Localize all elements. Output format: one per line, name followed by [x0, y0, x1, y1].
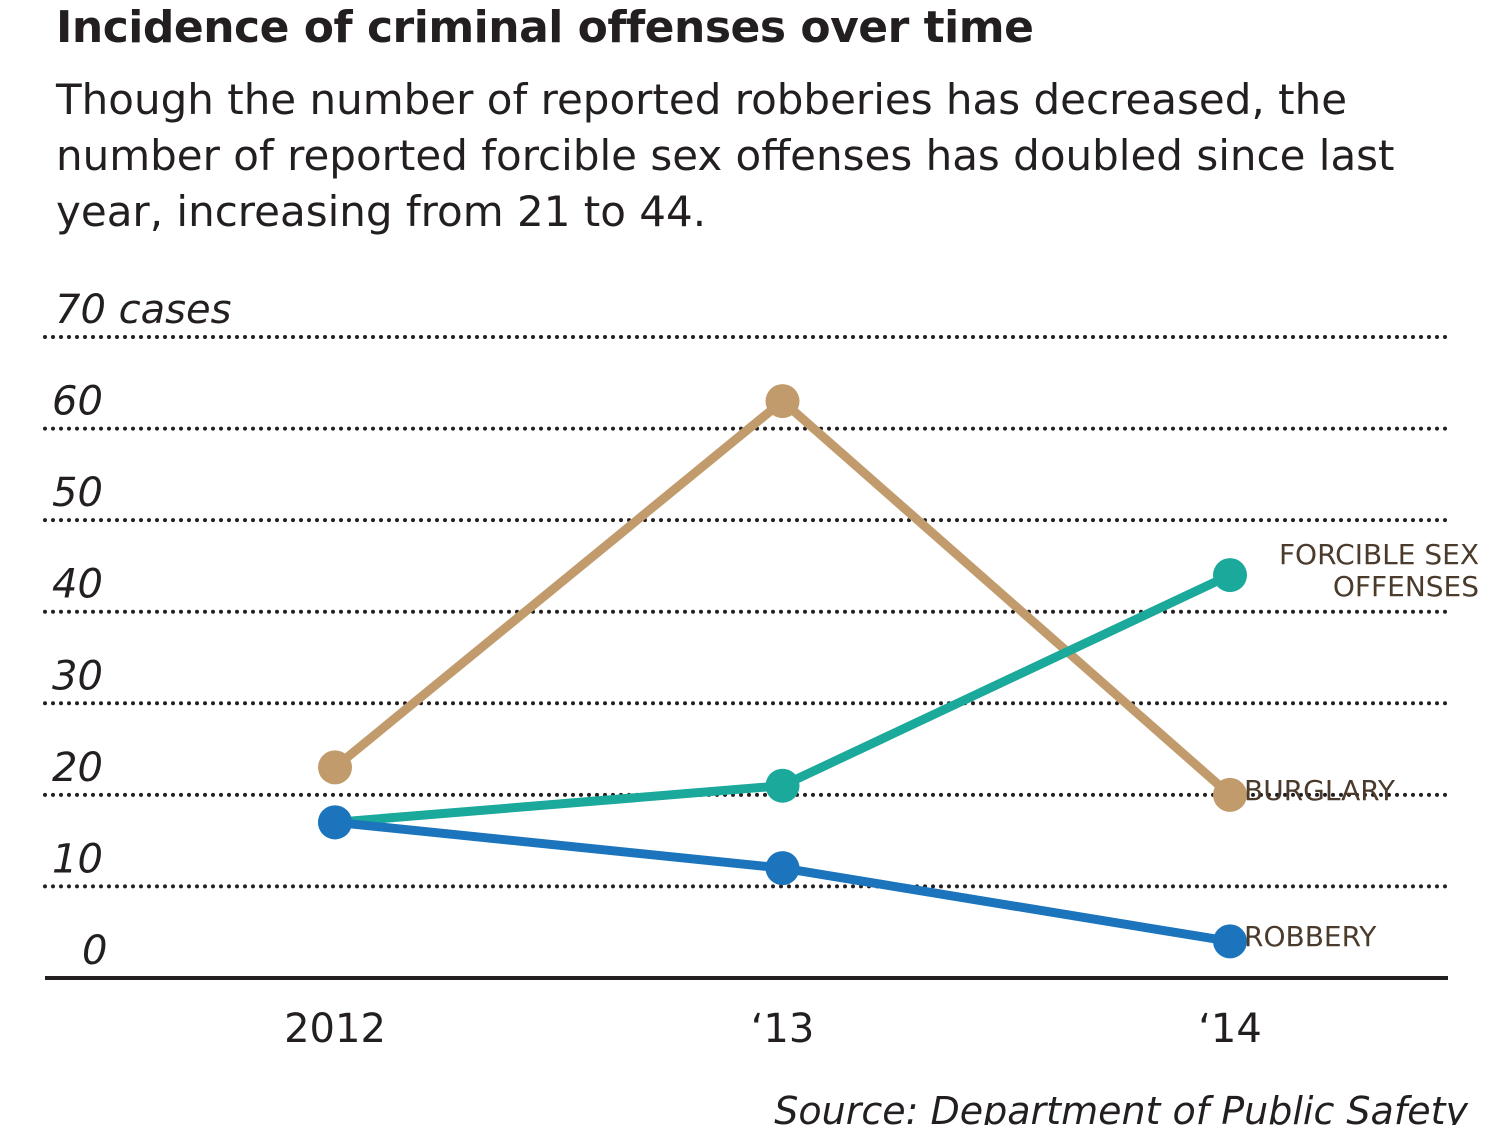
data-point — [765, 384, 800, 419]
x-tick-label: ‘14 — [1198, 1006, 1262, 1052]
y-tick-label: 10 — [52, 836, 103, 882]
data-point — [318, 805, 352, 840]
y-tick-label: 0 — [82, 928, 107, 974]
x-tick-label: 2012 — [284, 1006, 386, 1052]
data-point — [1213, 777, 1247, 812]
chart-title: Incidence of criminal offenses over time — [56, 2, 1034, 53]
y-tick-label: 20 — [52, 745, 103, 791]
data-point — [1213, 558, 1247, 593]
x-tick-label: ‘13 — [751, 1006, 815, 1052]
y-tick-label: 30 — [52, 653, 103, 699]
series-label: ROBBERY — [1244, 920, 1377, 954]
y-tick-label: 60 — [52, 379, 103, 425]
chart-subtitle: Though the number of reported robberies … — [56, 75, 1395, 236]
series-label: BURGLARY — [1244, 773, 1396, 807]
y-tick-label: 70 cases — [55, 287, 231, 333]
data-point — [1213, 924, 1247, 959]
data-point — [765, 768, 800, 803]
data-point — [318, 750, 352, 785]
series-line — [332, 396, 1233, 799]
series-label: FORCIBLE SEX OFFENSES — [1278, 538, 1479, 604]
y-tick-label: 40 — [52, 562, 103, 608]
data-point — [765, 851, 800, 886]
source-note: Source: Department of Public Safety — [774, 1089, 1468, 1125]
y-tick-label: 50 — [52, 470, 103, 516]
